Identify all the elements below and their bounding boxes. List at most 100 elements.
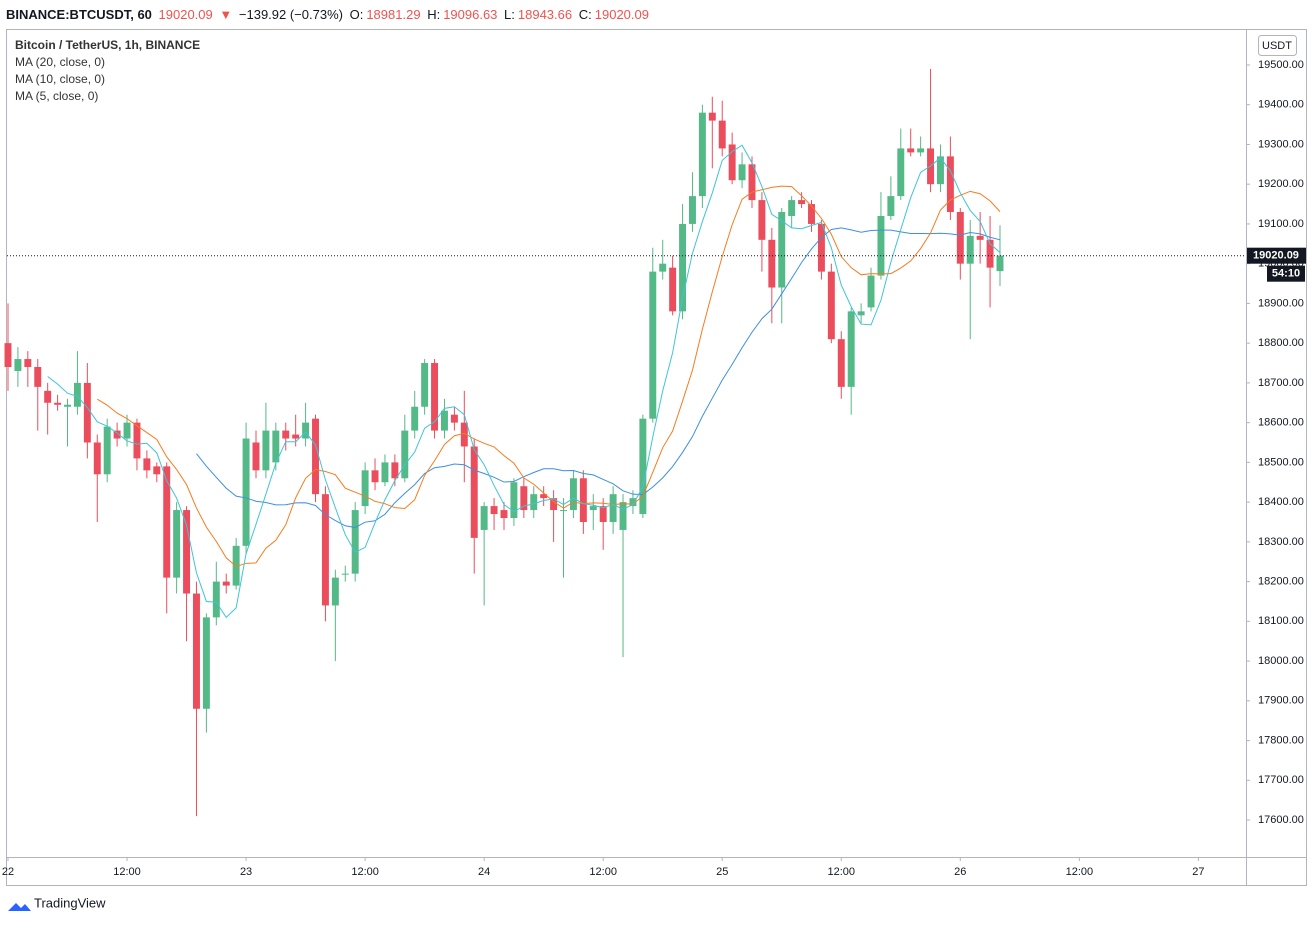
candle-body: [827, 271, 835, 340]
x-tick-label: 12:00: [589, 866, 617, 878]
y-tick-label: 19200.00: [1258, 178, 1304, 190]
candle-body: [401, 430, 409, 479]
y-tick-label: 18400.00: [1258, 496, 1304, 508]
candle-body: [242, 438, 250, 546]
candle-body: [54, 402, 62, 405]
candle-body: [321, 494, 329, 606]
candle-body: [986, 239, 994, 268]
candle-body: [64, 404, 71, 407]
candle-body: [440, 410, 448, 431]
candle-body: [748, 164, 756, 201]
legend-entry: MA (10, close, 0): [15, 72, 105, 86]
candle-body: [798, 200, 806, 205]
candle-body: [599, 506, 607, 522]
y-tick-label: 17600.00: [1258, 814, 1304, 826]
candle-body: [659, 263, 667, 272]
candle-body: [24, 359, 32, 367]
candle-body: [331, 577, 339, 606]
candle-body: [639, 418, 647, 515]
candle-body: [103, 426, 111, 475]
y-tick-label: 19100.00: [1258, 218, 1304, 230]
ohlc-label: L:: [504, 7, 515, 22]
candle-body: [589, 506, 597, 511]
ohlc-value: 19096.63: [443, 7, 498, 22]
header: BINANCE:BTCUSDT, 60 19020.09 ▼ −139.92 (…: [6, 7, 652, 22]
candle-body: [907, 148, 915, 153]
candle-body: [262, 430, 270, 471]
candle-body: [530, 494, 538, 511]
moving-average-line: [196, 227, 1001, 529]
candle-body: [391, 462, 399, 479]
ohlc-value: 18981.29: [366, 7, 421, 22]
ohlc-value: 18943.66: [517, 7, 573, 22]
brand: TradingView: [8, 895, 106, 911]
candle-body: [183, 510, 191, 594]
x-tick-label: 12:00: [351, 866, 379, 878]
x-tick-label: 27: [1192, 866, 1204, 878]
candle-body: [4, 343, 12, 367]
candle-body: [93, 442, 101, 475]
candle-body: [123, 422, 131, 439]
candle-body: [173, 510, 181, 578]
candle-body: [778, 212, 786, 288]
candle-body: [222, 581, 230, 586]
candle-body: [788, 200, 796, 216]
y-tick-label: 17700.00: [1258, 774, 1304, 786]
ohlc-label: H:: [427, 7, 441, 22]
candle-body: [897, 148, 905, 197]
candle-body: [758, 200, 766, 240]
candle-body: [679, 223, 687, 312]
countdown-box: [1267, 265, 1305, 282]
candle-body: [192, 593, 200, 709]
x-tick-label: 12:00: [828, 866, 856, 878]
price: 19020.09: [158, 7, 213, 22]
candle-body: [738, 164, 746, 181]
y-tick-label: 19400.00: [1258, 99, 1304, 111]
y-tick-label: 18500.00: [1258, 456, 1304, 468]
candle-body: [569, 478, 577, 511]
candle-body: [857, 311, 865, 316]
candle-body: [698, 112, 706, 197]
y-tick-label: 18000.00: [1258, 655, 1304, 667]
x-tick-label: 26: [954, 866, 966, 878]
candle-body: [232, 545, 240, 586]
candle-body: [837, 339, 845, 387]
candle-body: [292, 434, 300, 439]
candle-body: [520, 486, 528, 511]
candle-body: [500, 510, 508, 519]
candle-body: [560, 510, 567, 512]
candle-body: [351, 510, 359, 574]
y-tick-label: 18200.00: [1258, 576, 1304, 588]
candle-body: [341, 573, 349, 575]
ohlc-value: 19020.09: [594, 7, 649, 22]
candle-body: [847, 311, 855, 387]
candle-body: [609, 494, 617, 522]
candle-body: [421, 363, 429, 407]
y-tick-label: 18700.00: [1258, 377, 1304, 389]
change: −139.92 (−0.73%): [238, 7, 343, 22]
y-tick-label: 19300.00: [1258, 138, 1304, 150]
candle-body: [381, 462, 389, 483]
candle-body: [688, 196, 696, 224]
moving-average-line: [97, 185, 1001, 568]
candle-body: [470, 446, 478, 538]
x-tick-label: 12:00: [1066, 866, 1094, 878]
candle-body: [371, 470, 379, 483]
symbol: BINANCE:BTCUSDT, 60: [6, 7, 152, 22]
candle-body: [956, 212, 964, 264]
moving-average-line: [47, 144, 1001, 619]
candle-body: [83, 382, 91, 443]
y-tick-label: 18300.00: [1258, 536, 1304, 548]
y-tick-label: 18800.00: [1258, 337, 1304, 349]
candle-body: [976, 235, 984, 240]
candle-body: [153, 466, 161, 475]
candle-body: [936, 156, 944, 185]
candle-body: [966, 235, 974, 264]
candle-body: [212, 581, 220, 618]
x-tick-label: 22: [2, 866, 14, 878]
y-tick-label: 17800.00: [1258, 734, 1304, 746]
last-price-box: [1247, 247, 1306, 264]
candle-body: [619, 502, 627, 530]
